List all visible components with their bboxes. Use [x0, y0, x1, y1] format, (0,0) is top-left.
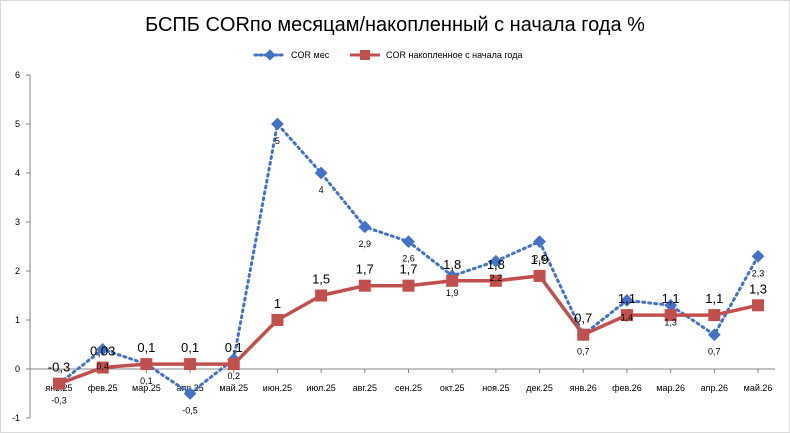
- data-label-cumulative: 1,7: [399, 262, 417, 277]
- series-cumulative: [53, 269, 764, 390]
- data-label-monthly: 1,9: [446, 288, 459, 298]
- point-monthly: [271, 117, 284, 131]
- point-cumulative: [227, 358, 240, 371]
- data-label-cumulative: 1,1: [705, 291, 723, 306]
- x-tick-label: мар.26: [656, 383, 685, 393]
- data-label-cumulative: 0,1: [225, 340, 243, 355]
- data-label-monthly: 2,6: [402, 254, 415, 264]
- point-cumulative: [140, 358, 153, 371]
- data-label-cumulative: 1,1: [662, 291, 680, 306]
- point-monthly: [489, 254, 503, 268]
- x-tick-label: май.25: [219, 383, 248, 393]
- point-cumulative: [446, 274, 459, 287]
- data-label-monthly: 5: [275, 136, 280, 146]
- x-tick-label: ноя.25: [482, 383, 509, 393]
- data-label-monthly: -0,5: [182, 406, 198, 416]
- point-monthly: [183, 387, 197, 400]
- point-cumulative: [752, 299, 764, 312]
- y-tick-label: 1: [15, 315, 20, 325]
- y-tick-label: 0: [15, 364, 20, 374]
- data-labels: -0,30,40,1-0,50,2542,92,61,92,22,60,71,4…: [48, 136, 767, 416]
- legend-marker-monthly: [264, 49, 276, 61]
- data-label-cumulative: 0,1: [137, 340, 155, 355]
- point-cumulative: [577, 328, 590, 341]
- legend: COR мес COR накопленное с начала года: [253, 49, 522, 61]
- x-tick-label: фев.26: [612, 383, 642, 393]
- data-label-cumulative: 1,1: [618, 291, 636, 306]
- y-tick-label: 5: [15, 119, 20, 129]
- data-label-cumulative: 0,7: [574, 311, 592, 326]
- data-label-monthly: 2,9: [359, 239, 372, 249]
- point-cumulative: [358, 279, 371, 292]
- data-label-cumulative: 0,1: [181, 340, 199, 355]
- data-label-cumulative: 1,3: [749, 281, 767, 296]
- point-cumulative: [402, 279, 415, 292]
- legend-item-cumulative: COR накопленное с начала года: [350, 50, 522, 60]
- point-cumulative: [708, 309, 721, 322]
- point-monthly: [96, 343, 110, 356]
- data-label-cumulative: 0,03: [90, 344, 115, 359]
- point-cumulative: [96, 361, 109, 374]
- point-cumulative: [533, 269, 546, 282]
- data-label-cumulative: -0,3: [48, 360, 70, 375]
- x-tick-label: сен.25: [395, 383, 422, 393]
- data-label-cumulative: 1,7: [356, 262, 374, 277]
- data-label-monthly: 0,7: [708, 347, 721, 357]
- data-label-cumulative: 1,8: [487, 257, 505, 272]
- point-cumulative: [184, 358, 197, 371]
- x-tick-label: июн.25: [263, 383, 292, 393]
- point-cumulative: [620, 309, 633, 322]
- x-tick-label: май.26: [744, 383, 773, 393]
- chart-title: БСПБ CORпо месяцам/накопленный с начала …: [145, 14, 645, 36]
- legend-label-monthly: COR мес: [291, 50, 330, 60]
- data-label-cumulative: 1: [274, 296, 281, 311]
- data-label-monthly: 1,3: [664, 317, 677, 327]
- data-label-monthly: 2,6: [533, 254, 546, 264]
- data-label-monthly: 0,2: [227, 371, 240, 381]
- point-cumulative: [53, 377, 65, 390]
- data-label-monthly: 0,7: [577, 347, 590, 357]
- point-monthly: [314, 166, 328, 180]
- x-tick-label: окт.25: [440, 383, 465, 393]
- legend-label-cumulative: COR накопленное с начала года: [386, 50, 522, 60]
- x-tick-label: фев.25: [88, 383, 118, 393]
- y-tick-label: -1: [12, 413, 20, 423]
- data-label-cumulative: 1,5: [312, 272, 330, 287]
- y-tick-label: 4: [15, 168, 20, 178]
- x-tick-label: янв.26: [570, 383, 597, 393]
- data-label-monthly: 2,3: [752, 268, 765, 278]
- x-tick-label: апр.26: [701, 383, 728, 393]
- data-label-monthly: 0,1: [140, 376, 153, 386]
- data-label-cumulative: 1,9: [531, 252, 549, 267]
- x-tick-label: авг.25: [353, 383, 377, 393]
- y-tick-label: 6: [15, 70, 20, 80]
- legend-marker-cumulative: [360, 50, 370, 60]
- point-cumulative: [664, 309, 677, 322]
- x-tick-label: июл.25: [306, 383, 335, 393]
- y-tick-label: 2: [15, 266, 20, 276]
- data-label-monthly: 4: [319, 185, 324, 195]
- point-cumulative: [489, 274, 502, 287]
- point-monthly: [358, 220, 372, 234]
- x-tick-label: мар.25: [132, 383, 161, 393]
- point-cumulative: [315, 289, 328, 302]
- point-monthly: [402, 235, 415, 248]
- data-label-monthly: 0,4: [96, 361, 109, 371]
- data-label-monthly: 1,4: [621, 312, 634, 322]
- x-tick-label: дек.25: [526, 383, 553, 393]
- data-label-monthly: 2,2: [490, 273, 503, 283]
- point-cumulative: [271, 314, 284, 326]
- data-label-monthly: -0,3: [51, 396, 67, 406]
- y-tick-label: 3: [15, 217, 20, 227]
- data-label-cumulative: 1,8: [443, 257, 461, 272]
- legend-item-monthly: COR мес: [253, 49, 330, 61]
